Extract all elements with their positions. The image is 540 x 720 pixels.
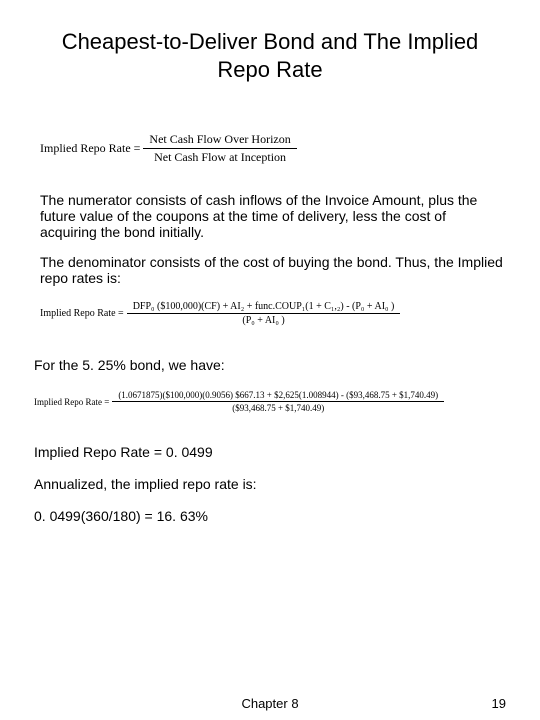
footer-chapter: Chapter 8 xyxy=(241,696,298,711)
eq2-label: Implied Repo Rate = xyxy=(40,308,124,319)
page-number: 19 xyxy=(492,696,506,711)
equation-1: Implied Repo Rate = Net Cash Flow Over H… xyxy=(40,131,506,166)
result-line-1: Implied Repo Rate = 0. 0499 xyxy=(34,444,506,460)
equation-2: Implied Repo Rate = DFP₀ ($100,000)(CF) … xyxy=(40,300,506,327)
paragraph-2: The denominator consists of the cost of … xyxy=(40,254,506,286)
result-line-2: Annualized, the implied repo rate is: xyxy=(34,476,506,492)
eq2-fraction: DFP₀ ($100,000)(CF) + AI₂ + func.COUP₁(1… xyxy=(127,300,401,327)
slide-title: Cheapest-to-Deliver Bond and The Implied… xyxy=(34,28,506,83)
result-line-3: 0. 0499(360/180) = 16. 63% xyxy=(34,508,506,524)
eq3-denominator: ($93,468.75 + $1,740.49) xyxy=(226,402,330,414)
eq2-denominator: (P₀ + AI₀ ) xyxy=(236,314,290,327)
paragraph-3: For the 5. 25% bond, we have: xyxy=(34,357,506,373)
paragraph-1: The numerator consists of cash inflows o… xyxy=(40,192,506,240)
equation-3: Implied Repo Rate = (1.0671875)($100,000… xyxy=(34,389,506,414)
eq1-fraction: Net Cash Flow Over Horizon Net Cash Flow… xyxy=(143,131,296,166)
eq3-numerator: (1.0671875)($100,000)(0.9056) $667.13 + … xyxy=(112,389,444,402)
eq3-label: Implied Repo Rate = xyxy=(34,397,109,407)
eq3-fraction: (1.0671875)($100,000)(0.9056) $667.13 + … xyxy=(112,389,444,414)
eq2-numerator: DFP₀ ($100,000)(CF) + AI₂ + func.COUP₁(1… xyxy=(127,300,401,314)
eq1-denominator: Net Cash Flow at Inception xyxy=(148,149,292,166)
eq1-numerator: Net Cash Flow Over Horizon xyxy=(143,131,296,149)
eq1-label: Implied Repo Rate = xyxy=(40,141,140,156)
